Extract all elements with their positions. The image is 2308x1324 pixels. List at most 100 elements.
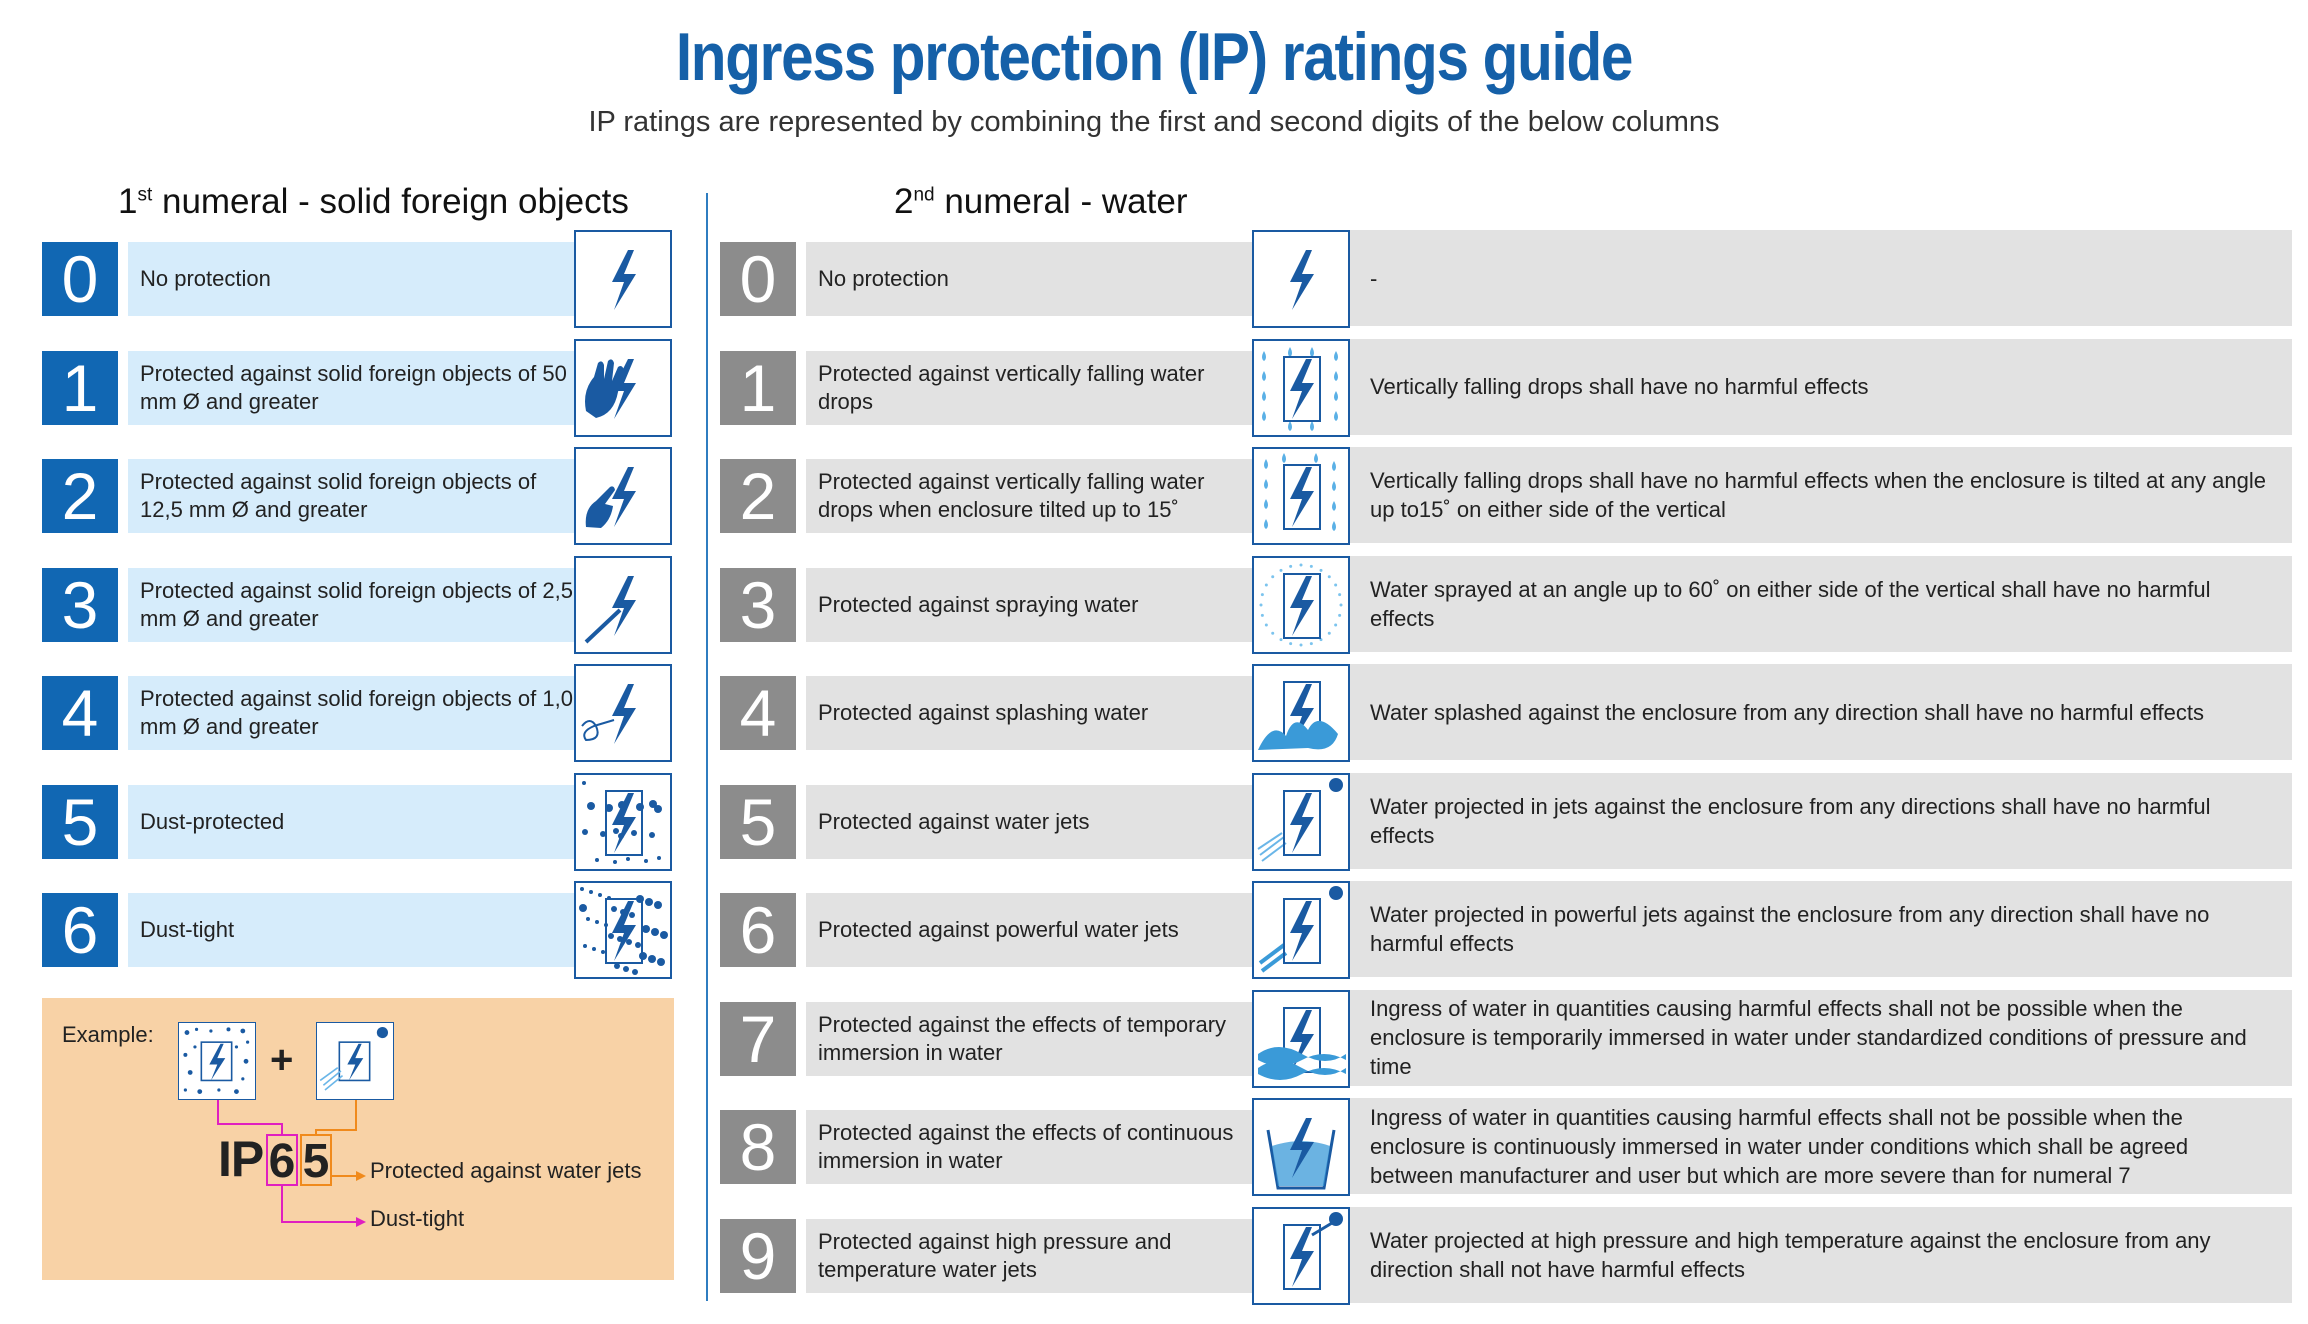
example-water-jet-icon: [316, 1022, 394, 1100]
second-heading-sup: nd: [913, 184, 935, 206]
splash-icon-svg: [1258, 681, 1338, 750]
continuous-immersion-icon: [1252, 1098, 1350, 1196]
example-water-jet-svg: [319, 1026, 389, 1091]
wire-lightning-icon: [574, 664, 672, 762]
example-dust-tight-icon: [178, 1022, 256, 1100]
first-numeral-label: Dust-tight: [128, 893, 574, 967]
spray-icon-svg: [1259, 563, 1343, 646]
example-dust-tight-svg: [183, 1027, 250, 1095]
lightning-icon: [1252, 230, 1350, 328]
first-numeral-label: Protected against solid foreign objects …: [128, 567, 574, 642]
second-numeral-digit: 9: [720, 1218, 796, 1293]
example-first-digit: 6: [266, 1134, 298, 1188]
temporary-immersion-icon: [1252, 989, 1350, 1088]
first-numeral-label: Dust-protected: [128, 784, 574, 859]
first-numeral-digit: 5: [42, 784, 118, 859]
second-numeral-label: Protected against vertically falling wat…: [806, 459, 1252, 533]
spray-icon: [1252, 555, 1350, 654]
first-numeral-heading: 1st numeral - solid foreign objects: [118, 182, 629, 222]
example-second-digit: 5: [300, 1134, 332, 1188]
hand-lightning-icon-svg: [585, 358, 636, 419]
first-numeral-digit: 3: [42, 567, 118, 642]
tool-lightning-icon-svg: [584, 575, 636, 643]
second-numeral-label: Protected against splashing water: [806, 676, 1252, 750]
example-second-digit-note: Protected against water jets: [370, 1158, 642, 1183]
second-numeral-heading: 2nd numeral - water: [894, 182, 1187, 222]
second-numeral-label: Protected against powerful water jets: [806, 893, 1252, 967]
vertical-drops-icon-svg: [1262, 346, 1338, 431]
tilted-drops-icon: [1252, 447, 1350, 545]
second-numeral-label: Protected against the effects of continu…: [806, 1110, 1252, 1184]
second-numeral-label: Protected against vertically falling wat…: [806, 350, 1252, 425]
second-numeral-digit: 6: [720, 893, 796, 967]
first-numeral-digit: 6: [42, 893, 118, 967]
second-numeral-digit: 8: [720, 1110, 796, 1184]
dust-tight-lightning-icon-svg: [579, 887, 668, 975]
first-heading-text: numeral - solid foreign objects: [152, 182, 629, 221]
high-pressure-jet-icon: [1252, 1206, 1350, 1305]
second-numeral-digit: 7: [720, 1001, 796, 1076]
finger-lightning-icon: [574, 447, 672, 545]
second-numeral-digit: 2: [720, 459, 796, 533]
second-numeral-digit: 1: [720, 350, 796, 425]
lightning-icon: [574, 230, 672, 328]
second-numeral-label: Protected against water jets: [806, 784, 1252, 859]
powerful-jet-icon: [1252, 881, 1350, 979]
example-label: Example:: [62, 1022, 154, 1047]
second-numeral-description: -: [1350, 230, 2292, 326]
splash-icon: [1252, 664, 1350, 762]
temporary-immersion-icon-svg: [1258, 1006, 1346, 1080]
second-numeral-description: Water projected in jets against the encl…: [1350, 772, 2292, 869]
dust-lightning-icon-svg: [582, 780, 662, 864]
tool-lightning-icon: [574, 555, 672, 654]
second-numeral-description: Water projected at high pressure and hig…: [1350, 1206, 2292, 1303]
second-numeral-description: Ingress of water in quantities causing h…: [1350, 989, 2292, 1086]
second-numeral-digit: 4: [720, 676, 796, 750]
first-numeral-label: No protection: [128, 242, 574, 316]
column-divider: [706, 193, 708, 1301]
second-numeral-description: Water projected in powerful jets against…: [1350, 881, 2292, 977]
dust-lightning-icon: [574, 772, 672, 871]
wire-lightning-icon-svg: [581, 684, 636, 744]
second-numeral-label: Protected against high pressure and temp…: [806, 1218, 1252, 1293]
vertical-drops-icon: [1252, 338, 1350, 437]
second-numeral-digit: 0: [720, 242, 796, 316]
first-numeral-digit: 2: [42, 459, 118, 533]
hand-lightning-icon: [574, 338, 672, 437]
example-connector-lines: [217, 1100, 366, 1227]
first-heading-sup: st: [137, 184, 153, 206]
lightning-icon-svg: [612, 250, 636, 310]
continuous-immersion-icon-svg: [1266, 1118, 1336, 1190]
first-numeral-label: Protected against solid foreign objects …: [128, 459, 574, 533]
example-ip-prefix: IP: [218, 1131, 264, 1187]
second-numeral-digit: 5: [720, 784, 796, 859]
second-numeral-label: Protected against the effects of tempora…: [806, 1001, 1252, 1076]
second-numeral-description: Vertically falling drops shall have no h…: [1350, 338, 2292, 435]
second-numeral-description: Water splashed against the enclosure fro…: [1350, 664, 2292, 760]
first-numeral-label: Protected against solid foreign objects …: [128, 676, 574, 750]
first-numeral-digit: 4: [42, 676, 118, 750]
second-numeral-description: Ingress of water in quantities causing h…: [1350, 1098, 2292, 1194]
second-numeral-label: No protection: [806, 242, 1252, 316]
second-numeral-description: Water sprayed at an angle up to 60˚ on e…: [1350, 555, 2292, 652]
water-jet-icon: [1252, 772, 1350, 871]
page-subtitle: IP ratings are represented by combining …: [588, 106, 1720, 138]
tilted-drops-icon-svg: [1264, 453, 1336, 531]
page-title: Ingress protection (IP) ratings guide: [675, 19, 1634, 95]
second-numeral-label: Protected against spraying water: [806, 567, 1252, 642]
water-jet-icon-svg: [1257, 777, 1343, 862]
dust-tight-lightning-icon: [574, 881, 672, 979]
second-heading-num: 2: [894, 182, 914, 221]
finger-lightning-icon-svg: [585, 467, 636, 528]
first-numeral-digit: 1: [42, 350, 118, 425]
high-pressure-jet-icon-svg: [1283, 1211, 1343, 1290]
example-plus: +: [270, 1038, 294, 1082]
lightning-icon-svg: [1290, 250, 1314, 310]
first-heading-num: 1: [118, 182, 138, 221]
first-numeral-digit: 0: [42, 242, 118, 316]
powerful-jet-icon-svg: [1258, 886, 1343, 973]
second-heading-text: numeral - water: [934, 182, 1188, 221]
example-first-digit-note: Dust-tight: [370, 1206, 465, 1231]
second-numeral-description: Vertically falling drops shall have no h…: [1350, 447, 2292, 543]
second-numeral-digit: 3: [720, 567, 796, 642]
